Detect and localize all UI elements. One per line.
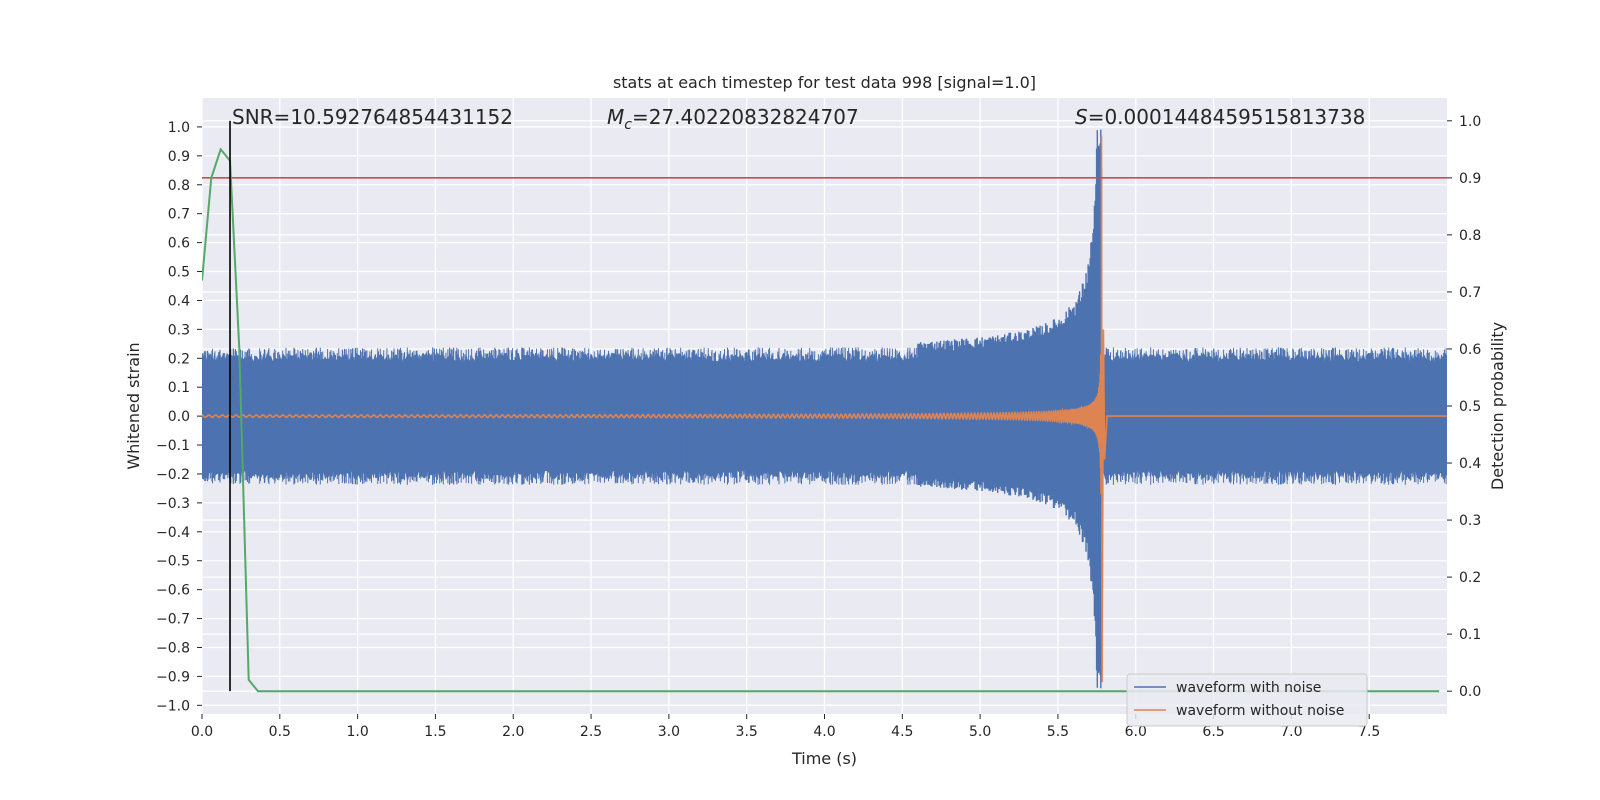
x-tick-label-14: 7.0 [1280,724,1302,740]
y-right-tick-label-8: 0.2 [1459,570,1481,586]
y-right-tick-label-0: 1.0 [1459,114,1481,130]
series-layer [202,129,1447,693]
x-tick-label-6: 3.0 [658,724,680,740]
legend: waveform with noise waveform without noi… [1126,673,1368,727]
y-tick-label-2: 0.8 [168,178,190,194]
y-tick-label-13: −0.3 [156,496,190,512]
series-waveform-without-noise [202,135,1447,683]
y-right-tick-label-7: 0.3 [1459,513,1481,529]
y-tick-label-3: 0.7 [168,207,190,223]
y-right-tick-label-9: 0.1 [1459,627,1481,643]
y-tick-label-6: 0.4 [168,293,190,309]
y-axis-left-ticks: 1.0 0.9 0.8 0.7 0.6 0.5 0.4 0.3 0.2 0.1 0.0 −0.1 −0.… [156,120,202,714]
x-tick-label-5: 2.5 [580,724,602,740]
snr-prefix: SNR= [232,105,290,129]
y-right-tick-label-5: 0.5 [1459,399,1481,415]
y-tick-label-20: −1.0 [156,698,190,714]
x-tick-label-0: 0.0 [191,724,213,740]
s-symbol: S [1075,105,1088,129]
legend-box [1126,673,1368,727]
y-tick-label-11: −0.1 [156,438,190,454]
y-tick-label-1: 0.9 [168,149,190,165]
y-tick-label-8: 0.2 [168,351,190,367]
y-right-tick-label-10: 0.0 [1459,684,1481,700]
y-right-tick-label-1: 0.9 [1459,171,1481,187]
x-tick-label-4: 2.0 [502,724,524,740]
x-tick-label-10: 5.0 [969,724,991,740]
y-tick-label-10: 0.0 [168,409,190,425]
x-tick-label-8: 4.0 [813,724,835,740]
x-axis-ticks: 0.0 0.5 1.0 1.5 2.0 2.5 3.0 3.5 4.0 4.5 5.0 5.5 6.0 6… [191,714,1380,740]
chart-title: stats at each timestep for test data 998… [613,73,1036,92]
y-tick-label-4: 0.6 [168,236,190,252]
x-tick-label-13: 6.5 [1202,724,1224,740]
y-tick-label-17: −0.7 [156,612,190,628]
y-tick-label-15: −0.5 [156,554,190,570]
y-tick-label-18: −0.8 [156,640,190,656]
y-tick-label-12: −0.2 [156,467,190,483]
y-tick-label-7: 0.3 [168,322,190,338]
chirp-mass-annotation: Mc=27.40220832824707 [607,105,859,133]
x-axis-label: Time (s) [791,749,857,768]
y-right-tick-label-4: 0.6 [1459,342,1481,358]
y-tick-label-19: −0.9 [156,669,190,685]
x-tick-label-2: 1.0 [346,724,368,740]
x-tick-label-11: 5.5 [1047,724,1069,740]
x-tick-label-9: 4.5 [891,724,913,740]
series-detection-probability [202,147,1440,693]
snr-value: 10.592764854431152 [290,105,513,129]
x-tick-label-3: 1.5 [424,724,446,740]
y-axis-right-ticks: 1.0 0.9 0.8 0.7 0.6 0.5 0.4 0.3 0.2 0.1 0.0 [1447,114,1481,700]
x-tick-label-15: 7.5 [1358,724,1380,740]
y-tick-label-16: −0.6 [156,583,190,599]
x-tick-label-12: 6.0 [1125,724,1147,740]
mc-value: =27.40220832824707 [632,105,859,129]
y-axis-right-label: Detection probability [1488,322,1507,490]
y-axis-left-label: Whitened strain [124,342,143,469]
x-tick-label-7: 3.5 [736,724,758,740]
y-tick-label-0: 1.0 [168,120,190,136]
x-tick-label-1: 0.5 [269,724,291,740]
mc-symbol: M [607,105,624,129]
y-tick-label-9: 0.1 [168,380,190,396]
snr-annotation: SNR=10.592764854431152 [232,105,513,129]
y-right-tick-label-3: 0.7 [1459,285,1481,301]
y-right-tick-label-6: 0.4 [1459,456,1481,472]
y-tick-label-5: 0.5 [168,265,190,281]
mc-subscript: c [624,117,632,133]
legend-label-noise: waveform with noise [1176,680,1321,696]
y-right-tick-label-2: 0.8 [1459,228,1481,244]
s-value: =0.0001448459515813738 [1088,105,1366,129]
s-annotation: S=0.0001448459515813738 [1075,105,1365,129]
y-tick-label-14: −0.4 [156,525,190,541]
legend-label-clean: waveform without noise [1176,703,1344,719]
